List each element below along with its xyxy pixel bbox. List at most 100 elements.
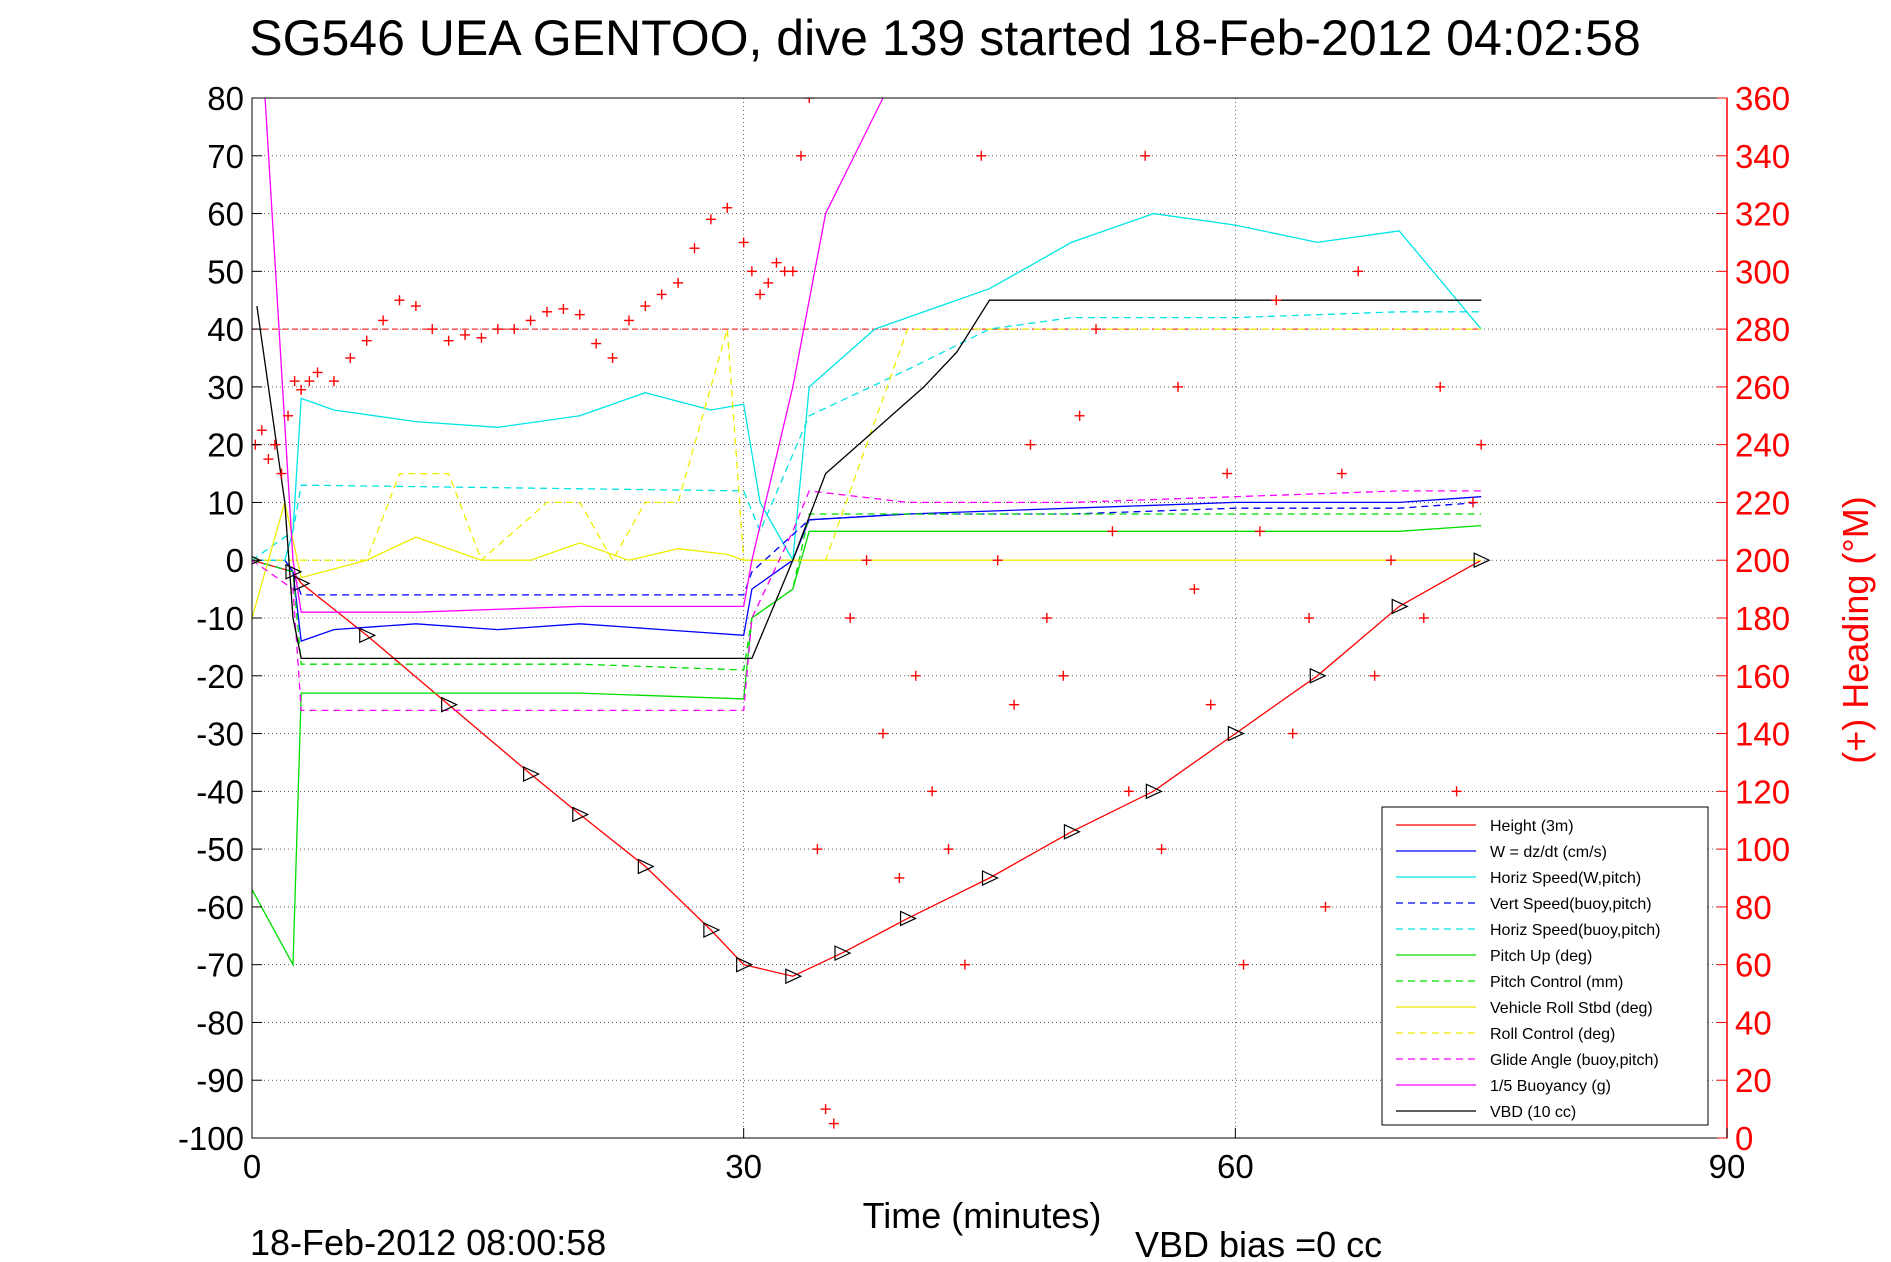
- heading-point-54: [959, 959, 970, 970]
- heading-point-44: [812, 844, 823, 855]
- legend-label-11: VBD (10 cc): [1490, 1104, 1576, 1121]
- heading-point-4: [276, 468, 287, 479]
- x-tick-label-1: 30: [725, 1148, 762, 1185]
- height-marker-13: [981, 870, 999, 886]
- right-tick-label-16: 40: [1735, 1004, 1772, 1041]
- heading-point-68: [1189, 584, 1200, 595]
- heading-point-51: [910, 670, 921, 681]
- heading-point-56: [992, 555, 1003, 566]
- left-tick-label-5: 30: [207, 369, 244, 406]
- right-tick-label-11: 140: [1735, 716, 1790, 753]
- legend-label-3: Vert Speed(buoy,pitch): [1490, 896, 1652, 913]
- left-tick-label-8: 0: [226, 542, 244, 579]
- x-axis-ticks: 0 30 60 90: [243, 1128, 1745, 1185]
- heading-point-60: [1058, 670, 1069, 681]
- heading-point-32: [689, 243, 700, 254]
- heading-point-22: [525, 315, 536, 326]
- heading-point-86: [1476, 439, 1487, 450]
- left-axis-ticks: 80 70 60 50 40 30 20 10 0 -10 -20 -30 -40 -50 -60 -70 -8…: [178, 80, 262, 1157]
- right-tick-label-7: 220: [1735, 484, 1790, 521]
- left-tick-label-10: -20: [196, 658, 244, 695]
- height-marker-9: [736, 956, 754, 973]
- height-marker-19: [1473, 552, 1491, 569]
- heading-point-83: [1435, 381, 1446, 392]
- height-marker-11: [834, 945, 852, 962]
- heading-point-14: [394, 295, 405, 306]
- heading-point-38: [763, 277, 774, 288]
- left-tick-label-14: -60: [196, 889, 244, 926]
- right-tick-label-17: 20: [1735, 1062, 1772, 1099]
- series-line-3: [252, 501, 1482, 596]
- heading-point-63: [1107, 526, 1118, 537]
- heading-point-73: [1271, 295, 1282, 306]
- left-tick-label-0: 80: [207, 80, 244, 117]
- series-line-8: [252, 328, 1482, 562]
- heading-point-76: [1320, 901, 1331, 912]
- heading-point-6: [289, 376, 300, 387]
- right-tick-label-1: 340: [1735, 138, 1790, 175]
- left-tick-label-1: 70: [207, 138, 244, 175]
- right-tick-label-6: 240: [1735, 427, 1790, 464]
- heading-point-7: [296, 384, 307, 395]
- heading-point-41: [787, 266, 798, 277]
- left-tick-label-15: -70: [196, 947, 244, 984]
- heading-point-45: [820, 1104, 831, 1115]
- left-tick-label-13: -50: [196, 831, 244, 868]
- height-marker-3: [359, 627, 377, 644]
- heading-point-78: [1353, 266, 1364, 277]
- heading-point-27: [607, 353, 618, 363]
- legend-label-5: Pitch Up (deg): [1490, 948, 1592, 965]
- right-tick-label-12: 120: [1735, 773, 1790, 810]
- legend-label-8: Roll Control (deg): [1490, 1026, 1615, 1043]
- heading-point-15: [410, 301, 421, 311]
- heading-point-57: [1009, 699, 1020, 710]
- legend: Height (3m) W = dz/dt (cm/s) Horiz Speed(W…: [1381, 806, 1709, 1126]
- heading-point-36: [746, 266, 757, 277]
- legend-label-2: Horiz Speed(W,pitch): [1490, 870, 1641, 887]
- heading-point-59: [1041, 613, 1052, 623]
- x-tick-label-0: 0: [243, 1148, 261, 1185]
- heading-point-11: [345, 353, 356, 363]
- right-tick-label-0: 360: [1735, 80, 1790, 117]
- series-line-7: [252, 502, 1482, 619]
- heading-point-30: [656, 289, 667, 300]
- left-tick-label-4: 40: [207, 311, 244, 348]
- right-axis-ticks: 3603403203002802602402202001801601401201…: [1717, 80, 1790, 1157]
- series-line-1: [252, 496, 1482, 642]
- height-marker-8: [703, 922, 721, 938]
- chart-title: SG546 UEA GENTOO, dive 139 started 18-Fe…: [249, 10, 1641, 66]
- heading-point-3: [269, 439, 280, 450]
- footer-vbd-bias: VBD bias =0 cc: [1135, 1224, 1382, 1262]
- legend-label-9: Glide Angle (buoy,pitch): [1490, 1052, 1659, 1069]
- heading-point-53: [943, 844, 954, 855]
- heading-point-47: [845, 613, 856, 623]
- heading-point-43: [804, 98, 815, 103]
- legend-label-1: W = dz/dt (cm/s): [1490, 844, 1607, 861]
- heading-point-33: [705, 214, 716, 225]
- series-line-11: [256, 299, 1482, 660]
- heading-point-13: [378, 315, 389, 326]
- footer-date: 18-Feb-2012 08:00:58: [250, 1222, 606, 1262]
- left-tick-label-11: -30: [196, 716, 244, 753]
- heading-point-31: [673, 277, 684, 288]
- x-axis-label: Time (minutes): [863, 1195, 1102, 1236]
- heading-point-66: [1156, 844, 1167, 855]
- heading-markers: [252, 98, 1487, 1129]
- heading-point-67: [1172, 381, 1183, 392]
- height-marker-17: [1309, 667, 1327, 684]
- heading-point-2: [263, 454, 274, 465]
- left-tick-label-18: -100: [178, 1120, 244, 1157]
- heading-point-80: [1386, 555, 1397, 566]
- height-marker-12: [899, 910, 917, 927]
- heading-point-70: [1222, 468, 1233, 479]
- heading-point-8: [304, 376, 315, 387]
- height-marker-6: [572, 806, 590, 823]
- heading-point-77: [1336, 468, 1347, 479]
- heading-point-29: [640, 301, 651, 311]
- heading-point-69: [1205, 699, 1216, 710]
- legend-label-4: Horiz Speed(buoy,pitch): [1490, 922, 1660, 939]
- heading-point-12: [361, 335, 372, 346]
- heading-point-21: [509, 324, 520, 335]
- right-tick-label-5: 260: [1735, 369, 1790, 406]
